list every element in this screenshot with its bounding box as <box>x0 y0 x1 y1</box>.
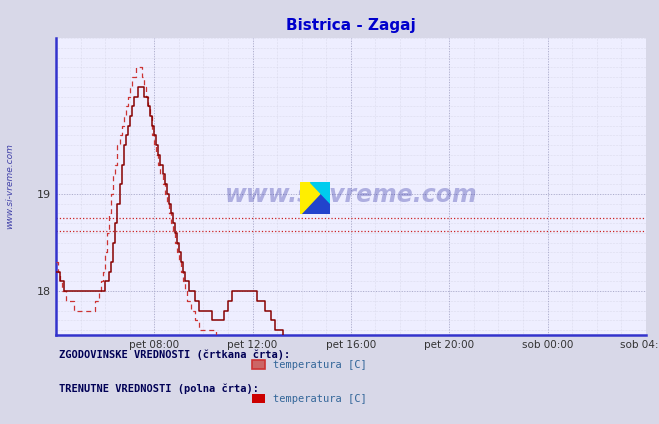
Polygon shape <box>300 182 330 214</box>
Polygon shape <box>300 182 330 214</box>
Text: www.si-vreme.com: www.si-vreme.com <box>225 184 477 207</box>
Text: TRENUTNE VREDNOSTI (polna črta):: TRENUTNE VREDNOSTI (polna črta): <box>59 384 259 394</box>
Text: www.si-vreme.com: www.si-vreme.com <box>5 144 14 229</box>
FancyBboxPatch shape <box>252 360 266 369</box>
Polygon shape <box>310 182 330 203</box>
Text: ZGODOVINSKE VREDNOSTI (črtkana črta):: ZGODOVINSKE VREDNOSTI (črtkana črta): <box>59 350 291 360</box>
FancyBboxPatch shape <box>252 394 266 403</box>
Text: temperatura [C]: temperatura [C] <box>273 393 367 404</box>
Text: temperatura [C]: temperatura [C] <box>273 360 367 370</box>
Title: Bistrica - Zagaj: Bistrica - Zagaj <box>286 18 416 33</box>
